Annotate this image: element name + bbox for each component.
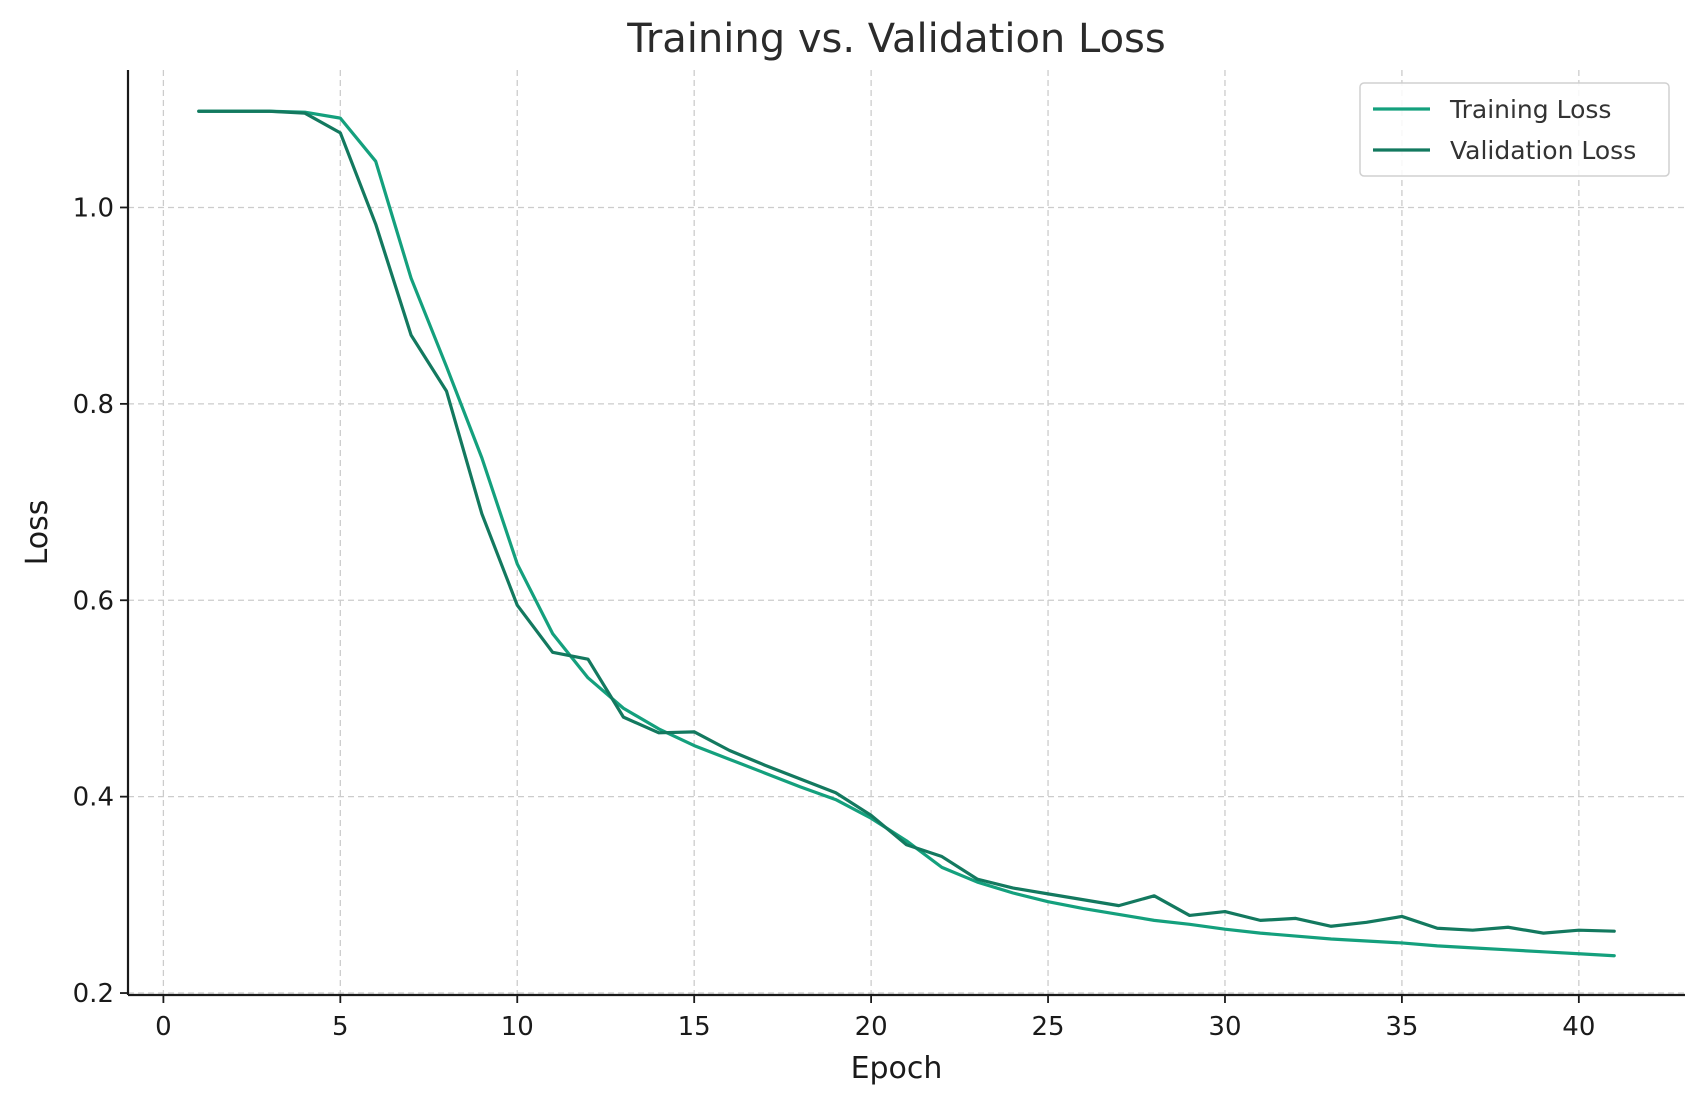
x-axis-title: Epoch	[851, 1051, 943, 1086]
x-tick-label: 5	[332, 1012, 349, 1042]
y-axis-title: Loss	[20, 500, 55, 566]
x-tick-label: 35	[1385, 1012, 1418, 1042]
legend-box	[1359, 82, 1670, 177]
chart-title: Training vs. Validation Loss	[626, 16, 1165, 62]
legend-label-training-loss: Training Loss	[1449, 95, 1611, 124]
y-tick-label: 0.4	[73, 783, 114, 813]
x-tick-label: 0	[155, 1012, 172, 1042]
y-tick-label: 1.0	[73, 193, 114, 223]
legend: Training Loss Validation Loss	[1359, 82, 1670, 177]
y-tick-label: 0.6	[73, 586, 114, 616]
x-tick-label: 20	[855, 1012, 888, 1042]
grid	[128, 70, 1685, 995]
x-tick-label: 40	[1562, 1012, 1595, 1042]
ticks: 0 5 10 15 20 25 30 35 40 0.2 0.4 0.6 0.8 1.0	[73, 193, 1596, 1042]
x-tick-label: 10	[501, 1012, 534, 1042]
y-tick-label: 0.2	[73, 979, 114, 1009]
x-tick-label: 25	[1031, 1012, 1064, 1042]
axes	[126, 70, 1685, 997]
series-line-validation-loss	[197, 109, 1616, 935]
series-line-training-loss	[197, 109, 1616, 958]
y-tick-label: 0.8	[73, 390, 114, 420]
series	[197, 109, 1616, 958]
legend-label-validation-loss: Validation Loss	[1450, 136, 1636, 165]
x-tick-label: 30	[1208, 1012, 1241, 1042]
x-tick-label: 15	[678, 1012, 711, 1042]
